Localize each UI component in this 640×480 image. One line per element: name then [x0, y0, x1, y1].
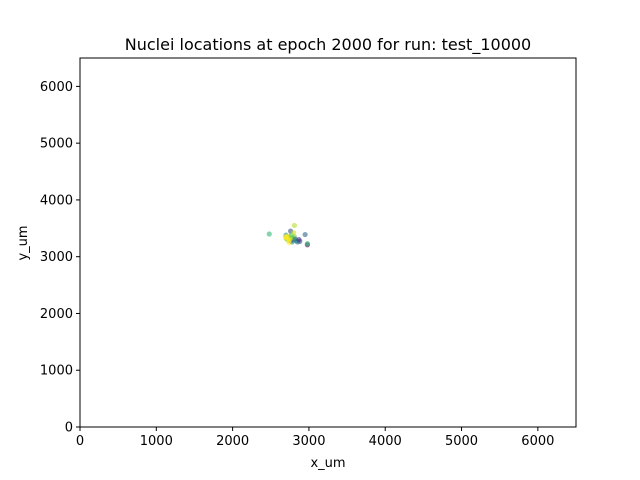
data-point [296, 237, 302, 243]
data-point [286, 239, 292, 246]
y-tick-label: 4000 [40, 193, 73, 208]
plot-frame [79, 57, 577, 428]
y-tick-label: 6000 [40, 80, 73, 95]
data-point [292, 236, 298, 242]
y-tick-label: 1000 [40, 364, 73, 379]
x-axis: 0 1000 2000 3000 4000 5000 6000 [76, 427, 554, 449]
x-tick-label: 0 [76, 434, 84, 449]
y-tick-label: 2000 [40, 307, 73, 322]
x-axis-label: x_um [310, 456, 345, 471]
x-tick-label: 4000 [369, 434, 402, 449]
x-tick-label: 5000 [445, 434, 478, 449]
x-tick-label: 2000 [216, 434, 249, 449]
y-axis-label: y_um [16, 225, 31, 260]
data-point [266, 231, 272, 237]
points-layer [266, 222, 310, 248]
y-axis: 0 1000 2000 3000 4000 5000 6000 [40, 80, 80, 436]
y-tick-label: 5000 [40, 137, 73, 152]
y-tick-label: 0 [65, 421, 73, 436]
data-point [291, 230, 297, 236]
x-tick-label: 1000 [140, 434, 173, 449]
data-point [304, 241, 310, 247]
data-point [302, 231, 308, 238]
y-tick-label: 3000 [40, 250, 73, 265]
chart-title: Nuclei locations at epoch 2000 for run: … [125, 35, 531, 55]
data-point [291, 222, 298, 229]
x-tick-label: 3000 [292, 434, 325, 449]
x-tick-label: 6000 [521, 434, 554, 449]
